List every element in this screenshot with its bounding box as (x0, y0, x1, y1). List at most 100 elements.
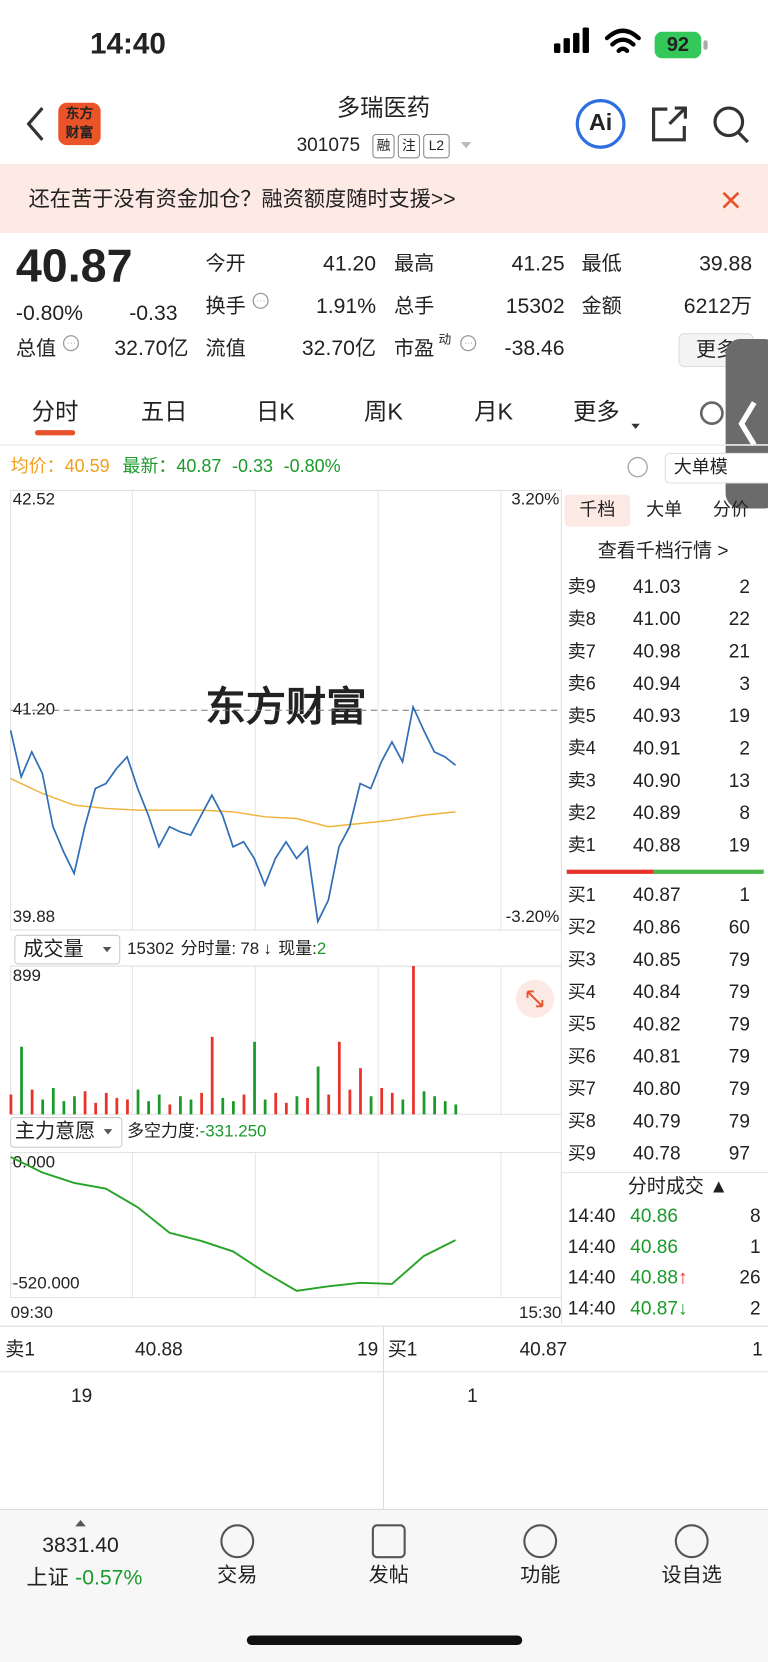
book-volume: 79 (729, 950, 750, 971)
volume-bar (412, 966, 415, 1115)
book-volume: 79 (729, 1079, 750, 1100)
trade-price-value: 40.86 (630, 1206, 678, 1227)
share-button[interactable] (651, 106, 687, 142)
banner-text[interactable]: 还在苦于没有资金加仓？融资额度随时支援>> (29, 187, 456, 211)
book-price: 40.84 (633, 982, 681, 1003)
index-value[interactable]: 3831.40 (42, 1534, 119, 1557)
battery-tip (703, 40, 708, 50)
book-tab[interactable]: 千档 (579, 499, 615, 519)
volume-bar (380, 1087, 384, 1115)
book-label: 卖5 (568, 706, 596, 726)
expand-icon (526, 990, 544, 1008)
nav-item[interactable]: 发帖 (369, 1564, 409, 1587)
volume-bar (94, 1102, 98, 1115)
book-volume: 60 (729, 917, 750, 938)
volume-bar (242, 1094, 246, 1115)
stock-code: 301075 (297, 135, 361, 156)
volume-bar (83, 1091, 87, 1115)
book-volume: 1 (739, 885, 750, 906)
period-tab[interactable]: 分时 (32, 398, 79, 424)
book-price: 40.94 (633, 674, 681, 695)
price-tick-label: 42.52 (13, 489, 55, 508)
volume-bar (401, 1099, 405, 1115)
volume-bar (348, 1089, 352, 1115)
book-price: 40.85 (633, 950, 681, 971)
current-volume: 2 (317, 940, 326, 959)
volume-bar (104, 1092, 108, 1115)
index-change: -0.57% (75, 1566, 142, 1589)
field-label: 总值 (16, 337, 56, 360)
nav-item[interactable]: 交易 (217, 1564, 257, 1587)
close-button[interactable] (722, 191, 740, 209)
volume-bar (41, 1099, 45, 1115)
period-tab[interactable]: 月K (474, 398, 513, 424)
force-info: 多空力度:-331.250 (127, 1122, 266, 1141)
field-label: 最低 (582, 252, 622, 275)
book-price: 40.93 (633, 706, 681, 727)
volume-selector[interactable] (14, 934, 121, 965)
period-tab[interactable]: 周K (364, 398, 403, 424)
volume-tick-label: 899 (13, 966, 41, 985)
trade-price-value: 40.88 (630, 1268, 678, 1289)
volume-bar (200, 1092, 203, 1115)
book-link[interactable]: 查看千档行情 > (598, 540, 729, 562)
force-selector[interactable] (10, 1117, 123, 1148)
banner[interactable] (0, 164, 768, 234)
volume-bar (179, 1096, 182, 1115)
book-volume: 79 (729, 1014, 750, 1035)
field-value: 6212万 (684, 295, 752, 318)
nav-item[interactable]: 设自选 (662, 1564, 722, 1587)
book-price: 40.91 (633, 738, 681, 759)
book-tab[interactable]: 分价 (713, 499, 749, 519)
book-volume: 13 (729, 771, 750, 792)
home-indicator (246, 1635, 523, 1646)
book-volume: 79 (729, 982, 750, 1003)
help-icon (627, 456, 648, 478)
nav-item[interactable]: 功能 (520, 1564, 560, 1587)
book-volume: 19 (729, 835, 750, 856)
latest-pct: -0.80% (284, 456, 341, 476)
search-button[interactable] (713, 106, 745, 138)
volume-bar (443, 1101, 447, 1115)
book-label: 买7 (568, 1079, 596, 1099)
current-label: 现量: (278, 940, 317, 959)
index-line[interactable]: 上证 -0.57% (26, 1565, 142, 1589)
volume-bar (210, 1036, 214, 1115)
trades-title: 分时成交 ▲ (628, 1175, 728, 1197)
period-tab[interactable]: 五日 (141, 398, 188, 424)
mode-label[interactable]: 大单模 (674, 457, 728, 477)
volume-bar (168, 1104, 172, 1115)
settings-button[interactable] (699, 401, 724, 426)
volume-bar (147, 1101, 151, 1115)
latest-label: 最新： (122, 456, 176, 476)
selector-caret (102, 946, 112, 953)
ai-button[interactable] (575, 99, 626, 149)
book-tab[interactable]: 大单 (646, 499, 682, 519)
force-selector-label[interactable]: 主力意愿 (15, 1120, 95, 1143)
field-sup: 动 (439, 331, 452, 346)
book-label: 卖8 (568, 609, 596, 629)
more-caret (631, 423, 640, 430)
book-label: 买8 (568, 1111, 596, 1131)
field-label: 今开 (206, 252, 246, 275)
period-tab[interactable]: 日K (256, 398, 295, 424)
volume-bar (231, 1101, 235, 1115)
force-tick-label: -520.000 (13, 1273, 80, 1292)
mode-button[interactable] (664, 452, 768, 484)
period-tab[interactable]: 更多 (573, 398, 620, 424)
pct-tick-label: -3.20% (506, 907, 560, 926)
volume-bar (136, 1089, 140, 1115)
book-label: 卖6 (568, 674, 596, 694)
minute-volume: 78 (240, 940, 259, 959)
watermark: 东方财富 (206, 684, 367, 729)
ai-label[interactable]: Ai (589, 109, 612, 135)
trade-volume: 8 (750, 1206, 761, 1227)
index-caret (75, 1520, 86, 1527)
book-label: 买6 (568, 1046, 596, 1066)
volume-selector-label[interactable]: 成交量 (23, 937, 83, 960)
field-label: 金额 (582, 295, 622, 318)
price-tick-label: 39.88 (13, 907, 55, 926)
field-label: 最高 (394, 252, 434, 275)
back-button[interactable] (26, 107, 44, 141)
book-price: 40.87 (633, 885, 681, 906)
